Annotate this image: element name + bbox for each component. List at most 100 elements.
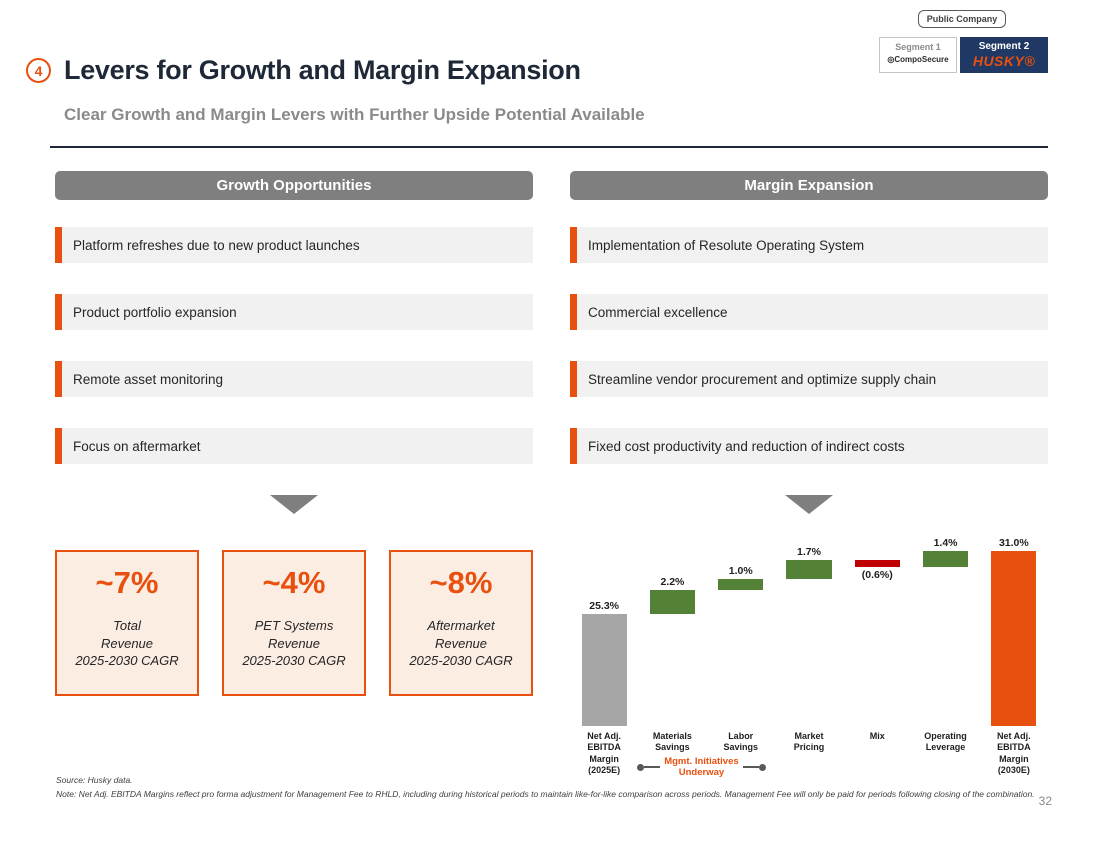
orange-accent-bar [570,361,577,397]
growth-items-list: Platform refreshes due to new product la… [55,227,533,464]
content-columns: Growth Opportunities Platform refreshes … [55,171,1048,779]
margin-column-header: Margin Expansion [570,171,1048,200]
entity-badges: Public Company Segment 1 ◎CompoSecure Se… [876,10,1048,73]
annotation-dot-left [636,763,644,771]
waterfall-bar [854,560,900,567]
waterfall-value: 25.3% [589,599,620,612]
source-note: Source: Husky data. [56,775,133,785]
cagr-value: ~8% [429,565,493,600]
waterfall-category-line: (2025E) [588,764,621,775]
cagr-description: Aftermarket Revenue 2025-2030 CAGR [391,617,531,670]
waterfall-category-line: Mix [869,731,885,741]
waterfall-category-line: Pricing [793,742,825,753]
waterfall-value: (0.6%) [861,568,893,581]
waterfall-column: 31.0% [980,537,1048,726]
waterfall-bar [649,589,695,614]
waterfall-category-line: Materials [652,731,692,741]
waterfall-category-line: Margin [589,753,619,764]
waterfall-category-line: Operating [924,731,967,741]
waterfall-value: 1.7% [797,546,821,559]
orange-accent-bar [570,227,577,263]
waterfall-category-line: EBITDA [997,742,1031,753]
lever-item: Product portfolio expansion [55,294,533,330]
margin-items-list: Implementation of Resolute Operating Sys… [570,227,1048,464]
cagr-value: ~7% [95,565,159,600]
waterfall-category-line: Net Adj. [996,731,1031,741]
lever-item: Commercial excellence [570,294,1048,330]
lever-item-label: Streamline vendor procurement and optimi… [588,371,937,387]
waterfall-column: 25.3% [570,546,638,726]
page-title: Levers for Growth and Margin Expansion [64,55,581,85]
annotation-line: Underway [678,767,725,779]
annotation-line-right [742,766,759,769]
waterfall-column: 1.7% [775,546,843,726]
segment1-badge: Segment 1 ◎CompoSecure [879,37,957,73]
cagr-description-line: 2025-2030 CAGR [242,653,346,669]
waterfall-category: Operating Leverage [911,731,979,776]
margin-column: Margin Expansion Implementation of Resol… [570,171,1048,779]
annotation-text: Mgmt. Initiatives Underway [660,756,742,779]
orange-accent-bar [570,294,577,330]
cagr-stat-box: ~8% Aftermarket Revenue 2025-2030 CAGR [389,550,533,696]
public-company-label: Public Company [926,14,998,24]
waterfall-category-line: (2030E) [997,764,1030,775]
waterfall-category: Labor Savings [707,731,775,776]
orange-accent-bar [55,227,62,263]
cagr-description: PET Systems Revenue 2025-2030 CAGR [224,617,364,670]
lever-item: Remote asset monitoring [55,361,533,397]
waterfall-category-labels: Net Adj. EBITDA Margin (2025E) Materials Savi… [570,731,1048,776]
waterfall-column: 1.0% [707,546,775,726]
waterfall-bar [991,551,1037,726]
cagr-description-line: 2025-2030 CAGR [75,653,179,669]
cagr-description: Total Revenue 2025-2030 CAGR [57,617,197,670]
waterfall-category-line: Margin [999,753,1029,764]
waterfall-value: 1.4% [933,537,958,550]
composecure-logo-text: CompoSecure [894,55,949,64]
subtitle: Clear Growth and Margin Levers with Furt… [64,105,645,124]
annotation-line-left [643,766,661,769]
segment2-badge: Segment 2 HUSKY® [960,37,1048,73]
cagr-description-line: PET Systems [254,618,334,633]
waterfall-category: Net Adj. EBITDA Margin (2025E) [570,731,638,776]
orange-accent-bar [55,428,62,464]
orange-accent-bar [55,294,62,330]
mgmt-initiatives-annotation: Mgmt. Initiatives Underway [636,756,766,779]
waterfall-value: 1.0% [728,564,753,577]
waterfall-value: 31.0% [998,537,1029,550]
husky-logo: HUSKY® [972,53,1036,69]
waterfall-category-line: Labor [728,731,754,741]
growth-column-header: Growth Opportunities [55,171,533,200]
composecure-logo-icon: ◎ [887,55,895,64]
lever-item: Platform refreshes due to new product la… [55,227,533,263]
footnote: Note: Net Adj. EBITDA Margins reflect pr… [56,789,1035,799]
cagr-description-line: Aftermarket [427,618,495,633]
waterfall-column: 1.4% [911,537,979,726]
growth-column: Growth Opportunities Platform refreshes … [55,171,533,776]
cagr-description-line: Revenue [434,635,488,651]
cagr-description-line: Revenue [100,635,154,651]
lever-item-label: Product portfolio expansion [73,304,237,320]
lever-item-label: Remote asset monitoring [73,371,224,387]
cagr-stat-boxes: ~7% Total Revenue 2025-2030 CAGR ~4% PET Syst… [55,550,533,696]
waterfall-category-line: Savings [655,742,690,753]
waterfall-category-line: Market [794,731,824,741]
waterfall-bar [718,578,764,590]
lever-item: Implementation of Resolute Operating Sys… [570,227,1048,263]
public-company-badge: Public Company [918,10,1006,28]
segment1-label: Segment 1 [895,42,941,52]
waterfall-bar [581,613,627,726]
cagr-stat-box: ~4% PET Systems Revenue 2025-2030 CAGR [222,550,366,696]
waterfall-bar [923,551,969,567]
waterfall-plot-area: 25.3% 2.2% 1.0% 1.7% (0.6%) 1.4% 31.0% [570,537,1048,726]
waterfall-column: (0.6%) [843,546,911,726]
orange-accent-bar [55,361,62,397]
title-row: 4 Levers for Growth and Margin Expansion [26,55,581,86]
slide-number-badge: 4 [26,58,51,83]
down-arrow-icon [270,495,318,514]
ebitda-waterfall-chart: 25.3% 2.2% 1.0% 1.7% (0.6%) 1.4% 31.0% Net Adj… [570,537,1048,779]
lever-item: Fixed cost productivity and reduction of… [570,428,1048,464]
page-number: 32 [1038,794,1052,808]
cagr-stat-box: ~7% Total Revenue 2025-2030 CAGR [55,550,199,696]
waterfall-category-line: Savings [723,742,758,753]
